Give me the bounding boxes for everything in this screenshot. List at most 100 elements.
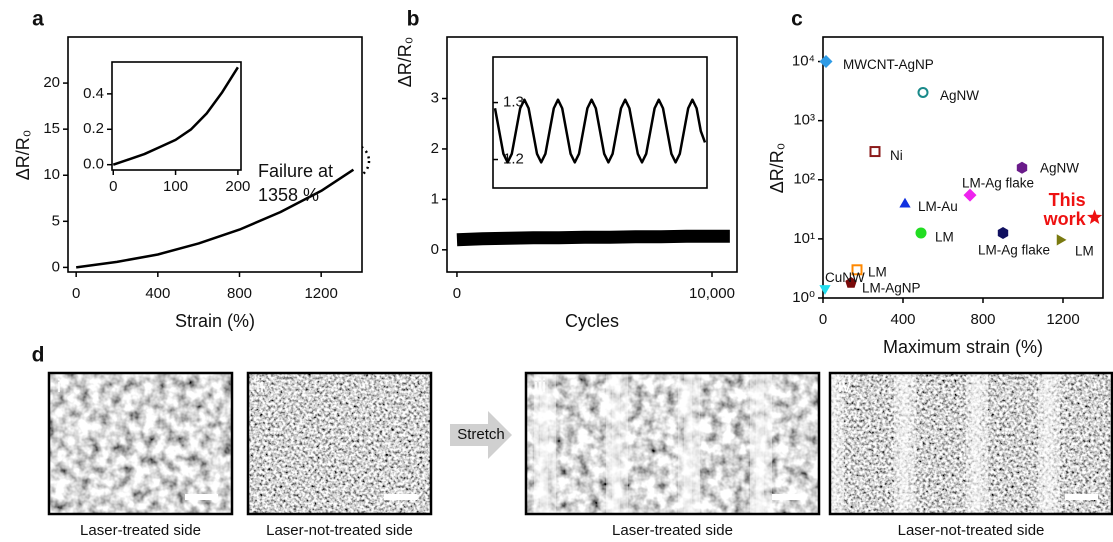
x-tick-label: 10,000: [689, 285, 735, 302]
y-tick-label: 0.2: [83, 120, 104, 137]
point-label: LM: [868, 264, 887, 279]
x-tick-label: 400: [145, 285, 170, 302]
x-tick-label: 100: [163, 178, 188, 195]
y-tick-label: 0: [431, 241, 439, 258]
point-label: CuNW: [825, 270, 865, 285]
data-point: [819, 55, 833, 69]
y-tick-label: 1: [431, 190, 439, 207]
stretch-ridges: [525, 372, 820, 515]
x-tick-label: 1200: [304, 285, 337, 302]
plot-frame: [492, 56, 708, 189]
stretch-ridges: [829, 372, 1113, 515]
image-caption: Laser-treated side: [612, 522, 733, 539]
y-tick-label: 0: [52, 258, 60, 275]
data-line: [493, 98, 707, 164]
x-tick-label: 200: [225, 178, 250, 195]
data-point: [845, 276, 857, 288]
image-border: [47, 371, 234, 516]
data-point: [869, 146, 881, 158]
panel-label: c: [791, 8, 803, 31]
y-tick-label: 20: [43, 74, 60, 91]
y-tick-label: 15: [43, 120, 60, 137]
data-point: [899, 197, 911, 208]
y-axis-label: ΔR/R₀: [13, 130, 33, 181]
y-tick-label: 10: [43, 166, 60, 183]
scale-bar: [772, 494, 805, 500]
y-tick-label: 10⁰: [792, 289, 815, 306]
data-point: [1086, 209, 1103, 224]
y-tick-label: 5: [52, 212, 60, 229]
point-label: work: [1043, 209, 1087, 229]
panel-label: a: [32, 8, 44, 31]
x-tick-label: 0: [453, 285, 461, 302]
point-label: MWCNT-AgNP: [843, 57, 934, 72]
image-texture: [247, 372, 432, 515]
y-tick-label: 3: [431, 89, 439, 106]
x-axis-label: Strain (%): [175, 311, 255, 331]
x-axis-label: Maximum strain (%): [883, 337, 1043, 357]
sem-image: [47, 371, 234, 516]
image-border: [524, 371, 821, 516]
x-tick-label: 0: [819, 311, 827, 328]
image-border: [246, 371, 433, 516]
x-tick-label: 800: [227, 285, 252, 302]
y-axis-label: ΔR/R₀: [767, 143, 787, 194]
panel-label: b: [407, 8, 420, 31]
y-tick-label: 10⁴: [792, 53, 815, 70]
plot-frame: [822, 36, 1104, 299]
image-caption: Laser-not-treated side: [266, 522, 413, 539]
y-tick-label: 2: [431, 140, 439, 157]
scale-bar: [384, 494, 417, 500]
y-tick-label: 10³: [793, 112, 815, 129]
point-label: This: [1049, 190, 1086, 210]
data-point: [1056, 234, 1067, 246]
image-border: [828, 371, 1113, 516]
data-line: [112, 66, 239, 166]
data-point: [915, 227, 927, 239]
scale-bar: [185, 494, 218, 500]
point-label: LM-AgNP: [862, 280, 921, 295]
x-tick-label: 400: [890, 311, 915, 328]
point-label: AgNW: [1040, 160, 1079, 175]
y-tick-label: 10²: [793, 171, 815, 188]
data-point: [917, 86, 929, 98]
image-texture: [48, 372, 233, 515]
y-tick-label: 0.4: [83, 85, 104, 102]
image-caption: Laser-treated side: [80, 522, 201, 539]
x-tick-label: 0: [72, 285, 80, 302]
y-tick-label: 10¹: [793, 230, 815, 247]
x-tick-label: 800: [970, 311, 995, 328]
point-label: LM-Au: [918, 199, 958, 214]
data-line: [456, 229, 730, 247]
data-line: [76, 168, 355, 269]
sem-image: [524, 371, 821, 516]
sem-image: [828, 371, 1113, 516]
image-label: ii: [256, 376, 264, 396]
panel-label: d: [32, 344, 45, 367]
image-caption: Laser-not-treated side: [898, 522, 1045, 539]
x-tick-label: 0: [109, 178, 117, 195]
point-label: LM: [1075, 243, 1094, 258]
point-label: LM-Ag flake: [978, 243, 1050, 258]
scale-bar: [1065, 494, 1098, 500]
data-point: [851, 264, 863, 276]
sem-image: [246, 371, 433, 516]
y-axis-label: ΔR/R₀: [395, 37, 415, 88]
image-label: iv: [838, 376, 851, 396]
stretch-arrow: [450, 411, 512, 459]
y-tick-label: 0.0: [83, 156, 104, 173]
data-point: [1016, 161, 1028, 174]
image-label: i: [57, 376, 61, 396]
point-label: LM: [935, 230, 954, 245]
x-tick-label: 1200: [1046, 311, 1079, 328]
y-tick-label: 1.3: [503, 94, 524, 111]
plot-frame: [111, 61, 242, 171]
point-label: LM-Ag flake: [962, 176, 1034, 191]
data-point: [819, 285, 831, 295]
x-axis-label: Cycles: [565, 311, 619, 331]
point-label: AgNW: [940, 88, 979, 103]
data-point: [997, 226, 1009, 239]
annotation: Failure at: [258, 161, 333, 181]
arrow-label: Stretch: [457, 426, 505, 443]
